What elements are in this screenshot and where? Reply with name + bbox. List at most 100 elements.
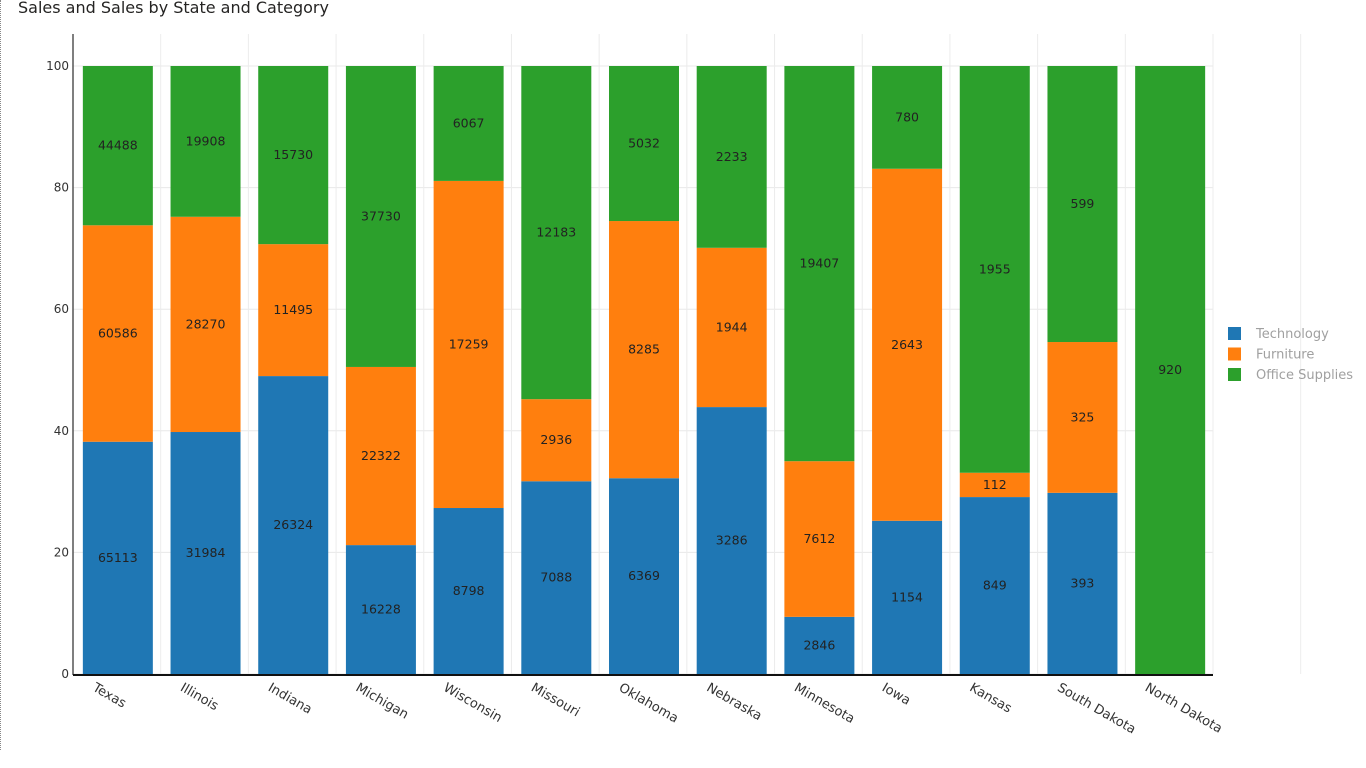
data-label: 2643: [891, 337, 923, 352]
data-label: 15730: [273, 147, 313, 162]
data-label: 6369: [628, 568, 660, 583]
data-label: 1955: [979, 261, 1011, 276]
data-label: 19407: [800, 256, 840, 271]
bar-segment: [609, 66, 679, 222]
x-tick-label: Oklahoma: [616, 680, 681, 726]
data-label: 7088: [540, 570, 572, 585]
data-label: 22322: [361, 448, 401, 463]
data-label: 44488: [98, 138, 138, 153]
bar-segment: [1047, 66, 1118, 343]
data-label: 31984: [186, 545, 226, 560]
bar-segment: [609, 478, 679, 674]
x-tick-label: Indiana: [265, 680, 314, 717]
bar-segment: [1047, 342, 1118, 493]
data-label: 11495: [273, 302, 313, 317]
data-label: 8285: [628, 342, 660, 357]
y-tick-label: 20: [54, 545, 69, 559]
x-tick-label: Kansas: [967, 680, 1015, 716]
bar-segment: [696, 247, 767, 408]
bar-segment: [521, 481, 592, 674]
bar-segment: [784, 616, 855, 674]
data-label: 7612: [803, 531, 835, 546]
bar-segment: [345, 545, 416, 674]
x-tick-label: Texas: [89, 680, 129, 712]
y-tick-label: 80: [54, 181, 69, 195]
bar-segment: [170, 216, 241, 433]
data-label: 5032: [628, 136, 660, 151]
data-label: 1154: [891, 589, 923, 604]
x-tick-label: Illinois: [178, 680, 221, 714]
x-tick-label: Missouri: [528, 680, 582, 720]
bar-segment: [959, 497, 1030, 674]
bar-segment: [258, 376, 329, 674]
data-label: 2846: [803, 637, 835, 652]
bar-segment: [345, 66, 416, 367]
legend-label: Office Supplies: [1256, 368, 1353, 383]
bar-segment: [170, 66, 241, 217]
y-tick-label: 100: [46, 59, 69, 73]
data-label: 599: [1071, 196, 1095, 211]
data-label: 780: [895, 109, 919, 124]
data-label: 849: [983, 578, 1007, 593]
data-label: 2233: [716, 149, 748, 164]
bar-segment: [696, 407, 767, 674]
data-label: 1944: [716, 319, 748, 334]
bar-segment: [784, 66, 855, 462]
data-label: 17259: [449, 336, 489, 351]
bar-segment: [872, 168, 943, 521]
legend-swatch: [1228, 368, 1241, 381]
data-label: 37730: [361, 208, 401, 223]
data-label: 8798: [453, 583, 485, 598]
x-tick-label: Iowa: [879, 680, 913, 708]
bar-segment: [82, 66, 153, 226]
bar-segment: [959, 66, 1030, 473]
legend-label: Technology: [1255, 327, 1329, 342]
legend-swatch: [1228, 327, 1241, 340]
data-label: 19908: [186, 133, 226, 148]
bar-segment: [521, 399, 592, 482]
legend-label: Furniture: [1256, 348, 1314, 363]
data-label: 2936: [540, 432, 572, 447]
data-label: 65113: [98, 550, 138, 565]
x-tick-label: Minnesota: [791, 680, 857, 727]
bar-segment: [784, 461, 855, 617]
data-label: 28270: [186, 316, 226, 331]
data-label: 112: [983, 477, 1007, 492]
x-tick-label: North Dakota: [1142, 680, 1224, 736]
bar-segment: [1047, 492, 1118, 674]
data-label: 920: [1158, 362, 1182, 377]
y-tick-label: 0: [61, 667, 69, 681]
bar-segment: [433, 66, 504, 181]
chart-title: Sales and Sales by State and Category: [18, 0, 329, 17]
bar-segment: [872, 66, 943, 169]
x-tick-label: South Dakota: [1054, 680, 1138, 737]
bar-segment: [521, 66, 592, 400]
bar-segment: [258, 244, 329, 377]
bar-segment: [170, 432, 241, 674]
bar-segment: [1135, 66, 1206, 674]
data-label: 26324: [273, 517, 313, 532]
left-border: [0, 0, 3, 750]
bar-segment: [959, 472, 1030, 498]
data-label: 3286: [716, 533, 748, 548]
bar-segment: [872, 520, 943, 674]
bar-segment: [258, 66, 329, 245]
x-tick-label: Nebraska: [704, 680, 765, 724]
bar-segment: [82, 225, 153, 442]
bar-segment: [433, 180, 504, 509]
data-label: 12183: [536, 225, 576, 240]
y-tick-label: 60: [54, 302, 69, 316]
bar-segment: [82, 441, 153, 674]
x-tick-label: Michigan: [353, 680, 411, 722]
x-tick-label: Wisconsin: [441, 680, 505, 725]
bar-segment: [345, 366, 416, 546]
data-label: 6067: [453, 115, 485, 130]
data-label: 393: [1071, 575, 1095, 590]
data-label: 16228: [361, 602, 401, 617]
bar-segment: [433, 508, 504, 674]
bar-segment: [609, 221, 679, 479]
data-label: 60586: [98, 326, 138, 341]
legend-swatch: [1228, 347, 1241, 361]
data-label: 325: [1071, 409, 1095, 424]
